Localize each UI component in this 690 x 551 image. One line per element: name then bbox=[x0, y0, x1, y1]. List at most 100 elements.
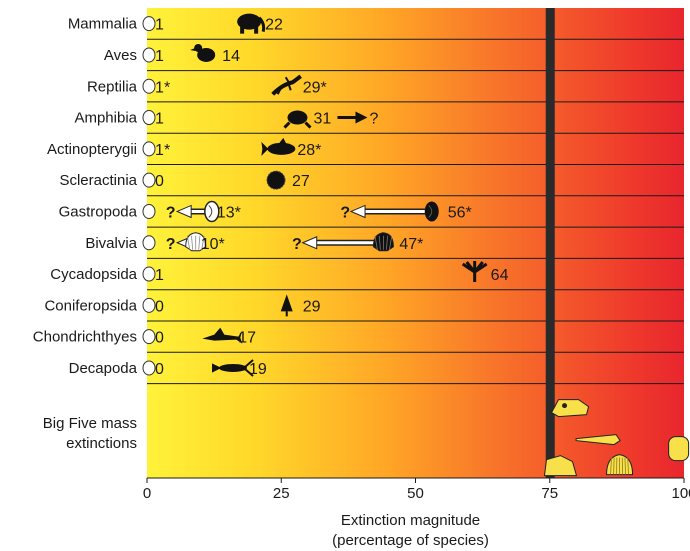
projected-value-label: 47* bbox=[399, 236, 423, 253]
projected-arrow bbox=[301, 235, 384, 250]
x-axis-title-line1: Extinction magnitude bbox=[341, 512, 480, 529]
group-label: Mammalia bbox=[68, 16, 138, 33]
recent-unknown-label: ? bbox=[166, 204, 176, 221]
plot-background bbox=[147, 8, 684, 478]
big-five-label-line2: extinctions bbox=[66, 435, 137, 452]
row-group: Mammalia 1 22 Aves 1 14 Reptilia 1* 29* Amphibia 1… bbox=[33, 13, 684, 385]
x-tick-label: 50 bbox=[407, 485, 424, 502]
recent-arrow bbox=[175, 204, 205, 219]
trilobite-icon bbox=[668, 436, 690, 462]
recent-unknown-label: ? bbox=[166, 236, 176, 253]
shell-icon bbox=[606, 454, 634, 476]
recent-value-label: 1 bbox=[155, 17, 164, 34]
edge-silhouette bbox=[142, 329, 156, 345]
projected-value-label: 19 bbox=[249, 361, 267, 378]
edge-silhouette bbox=[142, 78, 156, 94]
snail-icon bbox=[424, 201, 439, 222]
projected-value-label: 22 bbox=[265, 17, 283, 34]
mammoth-icon bbox=[237, 13, 266, 34]
recent-value-label: 1 bbox=[155, 267, 164, 284]
group-label: Actinopterygii bbox=[47, 141, 137, 158]
x-axis-title-line2: (percentage of species) bbox=[332, 532, 489, 549]
row-decapoda: Decapoda 0 19 bbox=[69, 359, 684, 385]
group-label: Scleractinia bbox=[59, 172, 137, 189]
group-label: Chondrichthyes bbox=[33, 329, 137, 346]
recent-value-label: 10* bbox=[201, 236, 225, 253]
recent-value-label: 13* bbox=[217, 204, 241, 221]
recent-value-label: 1 bbox=[155, 48, 164, 65]
row-cycadopsida: Cycadopsida 1 64 bbox=[50, 261, 684, 291]
row-amphibia: Amphibia 1 31? bbox=[74, 110, 684, 134]
edge-silhouette bbox=[142, 47, 156, 63]
dinosaur-icon bbox=[543, 455, 578, 477]
edge-silhouette bbox=[142, 266, 156, 282]
edge-silhouette bbox=[142, 360, 156, 376]
edge-silhouette bbox=[142, 172, 156, 188]
x-tick-label: 25 bbox=[273, 485, 290, 502]
crayfish-icon bbox=[212, 359, 254, 377]
mass-extinction-threshold-line bbox=[545, 8, 555, 478]
recent-value-label: 1 bbox=[155, 111, 164, 128]
projected-unknown-label: ? bbox=[340, 204, 350, 221]
row-mammalia: Mammalia 1 22 bbox=[68, 13, 684, 40]
group-label: Bivalvia bbox=[85, 235, 137, 252]
projected-value-label: 27 bbox=[292, 173, 310, 190]
group-label: Cycadopsida bbox=[50, 266, 137, 283]
projected-value-label: 56* bbox=[448, 204, 472, 221]
conifer-icon bbox=[280, 294, 293, 317]
projected-value-label: 14 bbox=[222, 48, 240, 65]
recent-value-label: 0 bbox=[155, 361, 164, 378]
recent-value-label: 0 bbox=[155, 173, 164, 190]
x-tick-label: 100 bbox=[671, 485, 690, 502]
frog-icon bbox=[283, 110, 312, 129]
edge-silhouette bbox=[142, 141, 156, 157]
dodo-icon bbox=[190, 43, 216, 62]
row-reptilia: Reptilia 1* 29* bbox=[87, 74, 684, 103]
projected-value-label: 29* bbox=[303, 79, 327, 96]
scallop-icon bbox=[372, 232, 394, 252]
edge-silhouette bbox=[142, 16, 156, 32]
projected-value-label: 31 bbox=[313, 111, 331, 128]
group-label: Gastropoda bbox=[59, 203, 138, 220]
ichthyosaur-skull-icon bbox=[575, 434, 621, 446]
group-label: Coniferopsida bbox=[44, 297, 137, 314]
scallop-icon bbox=[185, 232, 207, 252]
big-five-group: Big Five mass extinctions bbox=[43, 399, 690, 477]
group-label: Decapoda bbox=[69, 360, 138, 377]
projected-value-label: 17 bbox=[238, 330, 256, 347]
row-chondrichthyes: Chondrichthyes 0 17 bbox=[33, 327, 684, 353]
projected-value-label: 64 bbox=[491, 267, 509, 284]
group-label: Aves bbox=[104, 47, 137, 64]
tuna-icon bbox=[261, 137, 296, 156]
x-tick-label: 0 bbox=[143, 485, 151, 502]
projected-unknown-label: ? bbox=[292, 236, 302, 253]
row-bivalvia: Bivalvia? 10*? 47* bbox=[85, 232, 684, 259]
edge-silhouette bbox=[142, 297, 156, 313]
big-five-label-line1: Big Five mass bbox=[43, 415, 137, 432]
edge-silhouette bbox=[142, 235, 156, 251]
shark-icon bbox=[202, 327, 243, 344]
arrow-right-label: ? bbox=[369, 111, 378, 128]
row-actinopterygii: Actinopterygii 1* 28* bbox=[47, 137, 684, 165]
row-coniferopsida: Coniferopsida 0 29 bbox=[44, 294, 684, 322]
recent-value-label: 0 bbox=[155, 298, 164, 315]
projected-arrow bbox=[349, 204, 432, 219]
row-scleractinia: Scleractinia 0 27 bbox=[59, 170, 684, 197]
lizard-icon bbox=[271, 74, 302, 96]
projected-value-label: 29 bbox=[303, 298, 321, 315]
edge-silhouette bbox=[142, 110, 156, 126]
row-aves: Aves 1 14 bbox=[104, 43, 684, 72]
snail-icon bbox=[204, 200, 220, 223]
row-gastropoda: Gastropoda? 13*? 56* bbox=[59, 200, 684, 228]
recent-value-label: 0 bbox=[155, 330, 164, 347]
x-tick-label: 75 bbox=[541, 485, 558, 502]
arrow-right-icon bbox=[337, 111, 368, 124]
group-label: Reptilia bbox=[87, 78, 138, 95]
group-label: Amphibia bbox=[74, 110, 137, 127]
x-axis: 0 25 50 75 100 Extinction magnitude (percentag… bbox=[143, 477, 690, 549]
projected-value-label: 28* bbox=[297, 142, 321, 159]
cycad-icon bbox=[461, 261, 488, 283]
trex-skull-icon bbox=[550, 399, 590, 418]
recent-value-label: 1* bbox=[155, 79, 170, 96]
